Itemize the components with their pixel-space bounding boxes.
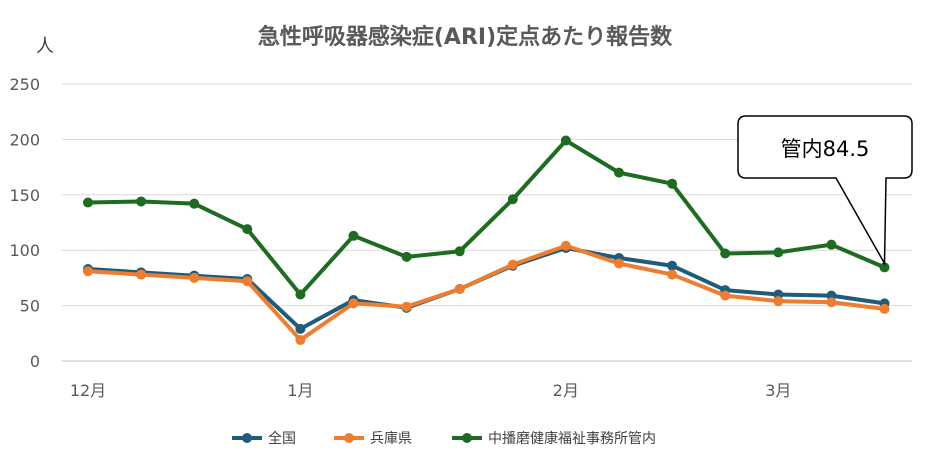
legend-swatch-marker xyxy=(462,433,472,443)
data-point xyxy=(614,258,624,269)
data-point xyxy=(242,276,253,287)
data-point xyxy=(401,301,412,312)
data-point xyxy=(83,197,93,208)
gridlines xyxy=(62,83,912,362)
data-point xyxy=(348,298,359,309)
series-line xyxy=(86,245,887,331)
data-point xyxy=(773,247,784,258)
data-point xyxy=(560,135,571,146)
data-point xyxy=(136,196,147,207)
series-layer xyxy=(83,135,890,345)
data-point xyxy=(507,194,518,205)
legend-swatch-marker xyxy=(242,433,252,443)
y-tick-label: 250 xyxy=(9,75,40,94)
callout-text: 管内84.5 xyxy=(781,137,870,161)
data-point xyxy=(507,259,518,270)
series-1 xyxy=(83,242,890,334)
data-point xyxy=(560,240,571,251)
x-tick-label: 2月 xyxy=(553,381,579,400)
data-point xyxy=(242,224,253,235)
y-tick-label: 0 xyxy=(30,352,40,371)
data-point xyxy=(136,269,147,280)
data-point xyxy=(295,323,306,334)
data-point xyxy=(295,289,306,300)
x-tick-label: 1月 xyxy=(287,381,313,400)
y-axis-ticks: 0 50 100 150 200 250 xyxy=(9,75,40,371)
data-point xyxy=(879,303,890,314)
x-axis-ticks: 12月 1月 2月 3月 xyxy=(70,381,792,400)
legend-item: 兵庫県 xyxy=(334,430,412,447)
data-point xyxy=(348,230,359,241)
legend-item: 中播磨健康福祉事務所管内 xyxy=(452,430,656,447)
data-point xyxy=(826,297,837,308)
y-tick-label: 50 xyxy=(20,297,40,316)
data-point xyxy=(189,272,200,283)
data-point xyxy=(454,283,465,294)
data-point xyxy=(879,262,890,273)
data-point xyxy=(401,251,412,262)
callout-box xyxy=(737,115,913,267)
data-point xyxy=(667,178,678,189)
x-tick-label: 3月 xyxy=(765,381,791,400)
callout-annotation: 管内84.5 xyxy=(737,115,913,267)
chart-title: 急性呼吸器感染症(ARI)定点あたり報告数 xyxy=(258,24,673,50)
y-tick-label: 200 xyxy=(9,130,40,149)
data-point xyxy=(720,248,731,259)
legend-swatch-marker xyxy=(344,433,354,443)
series-line xyxy=(86,138,887,297)
legend-label: 中播磨健康福祉事務所管内 xyxy=(488,430,656,447)
series-3 xyxy=(83,135,890,300)
legend-label: 全国 xyxy=(268,430,296,447)
y-axis-unit-label: 人 xyxy=(36,36,54,57)
y-tick-label: 100 xyxy=(9,241,40,260)
series-line xyxy=(86,243,887,342)
data-point xyxy=(454,246,465,257)
data-point xyxy=(667,260,678,271)
data-point xyxy=(83,266,93,277)
data-point xyxy=(614,167,624,178)
legend: 全国 兵庫県 中播磨健康福祉事務所管内 xyxy=(232,430,656,447)
y-tick-label: 150 xyxy=(9,186,40,205)
data-point xyxy=(720,290,731,301)
data-point xyxy=(189,198,200,209)
data-point xyxy=(773,296,784,307)
x-tick-label: 12月 xyxy=(70,381,106,400)
legend-label: 兵庫県 xyxy=(370,430,412,447)
data-point xyxy=(295,334,306,345)
legend-item: 全国 xyxy=(232,430,296,447)
data-point xyxy=(667,269,678,280)
series-2 xyxy=(83,240,890,345)
data-point xyxy=(826,239,837,250)
